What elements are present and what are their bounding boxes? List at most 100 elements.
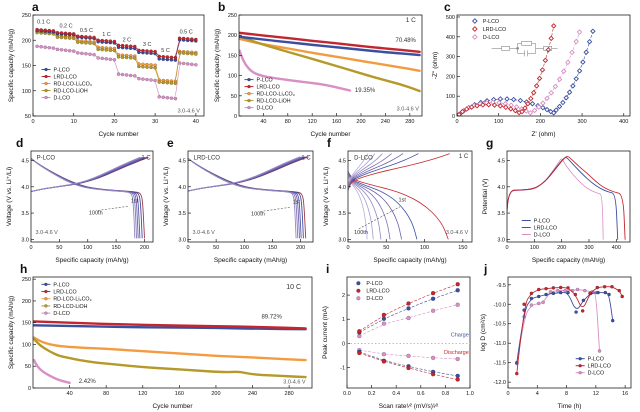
svg-text:-12.0: -12.0 [493,380,506,386]
svg-text:50: 50 [213,245,219,251]
chart-svg-j: 0 4 8 12 16 -9.5 -10.0 -10.5 -11.0 -11.5 -12.0 Time… [480,276,632,410]
svg-text:400: 400 [619,119,628,125]
svg-text:400: 400 [612,245,621,251]
panel-d-chart: 0 50 100 150 200 3.0 3.5 4.0 4.5 Specific capacit… [4,138,161,264]
svg-text:80: 80 [285,119,291,125]
chart-svg-b: 40 80 120 160 200 240 280 0 50 100 150 200 250 Cycle … [214,13,423,138]
svg-text:LRD-LCO: LRD-LCO [588,364,611,370]
svg-text:Cycle number: Cycle number [98,131,139,138]
svg-text:RD-LCO-LiOH: RD-LCO-LiOH [53,304,87,310]
svg-text:log D (cm²/s): log D (cm²/s) [480,314,487,351]
svg-text:0.0: 0.0 [343,391,351,397]
svg-text:50: 50 [25,364,31,370]
svg-text:2: 2 [342,293,345,299]
svg-text:0.5 C: 0.5 C [80,28,93,34]
svg-text:P-LCO: P-LCO [483,19,499,25]
svg-text:0.8: 0.8 [442,391,450,397]
svg-text:100: 100 [240,245,249,251]
panel-j-letter: j [484,262,488,276]
svg-text:1st: 1st [399,197,407,203]
svg-text:280: 280 [405,119,414,125]
svg-text:3.0: 3.0 [338,237,346,243]
panel-e-chart: 0 50 100 150 200 3.0 3.5 4.0 4.5 Specific capacit… [161,138,321,264]
svg-text:LRD-LCO: LRD-LCO [54,75,77,81]
svg-text:P-LCO: P-LCO [54,68,70,74]
svg-text:1 C: 1 C [102,32,111,38]
svg-text:500: 500 [446,15,455,21]
svg-text:P-LCO: P-LCO [534,219,550,225]
svg-text:40: 40 [260,119,266,125]
svg-text:240: 240 [248,391,257,397]
svg-text:3.0-4.6 V: 3.0-4.6 V [397,107,420,113]
svg-text:40: 40 [193,119,199,125]
panel-b: b 40 80 120 160 200 240 280 0 50 100 150 200 250 Cycl… [212,0,430,138]
svg-text:100: 100 [83,245,92,251]
svg-text:-11.0: -11.0 [494,341,506,347]
svg-text:D-LCO: D-LCO [54,96,70,102]
chart-svg-h: 40 80 120 160 200 240 280 0 50 100 150 200 250 Cycle … [8,276,313,410]
svg-text:30: 30 [152,119,158,125]
panel-j: j 0 4 8 12 16 -9.5 -10.0 -10.5 -11.0 -11.5 -12.0 Ti… [478,262,639,410]
panel-i-letter: i [326,262,330,276]
svg-text:Charge: Charge [451,333,469,339]
svg-text:Cycle number: Cycle number [152,403,193,410]
svg-text:160: 160 [332,119,341,125]
svg-text:3.0-4.6 V: 3.0-4.6 V [193,230,216,236]
svg-text:1st: 1st [293,200,301,206]
svg-text:Discharge: Discharge [444,350,469,356]
svg-text:1 C: 1 C [141,155,151,161]
svg-text:10 C: 10 C [286,284,301,291]
svg-text:300: 300 [577,119,586,125]
svg-text:D-LCO: D-LCO [588,371,604,377]
panel-a: a 0 10 20 30 40 50 100 150 200 250 Cycle number Spe… [6,0,212,138]
svg-text:2.42%: 2.42% [79,379,97,385]
svg-text:120: 120 [138,391,147,397]
svg-text:160: 160 [175,391,184,397]
panel-e-letter: e [167,136,174,150]
svg-text:100: 100 [420,245,429,251]
svg-text:-9.5: -9.5 [497,283,506,289]
svg-text:100: 100 [228,74,237,80]
panel-g-chart: 0 100 200 300 400 3.0 3.5 4.0 4.5 Specific capaci… [480,138,638,264]
svg-text:3.5: 3.5 [497,211,505,217]
panel-a-chart: 0 10 20 30 40 50 100 150 200 250 Cycle number Speci… [6,2,212,138]
svg-text:1.0: 1.0 [466,391,474,397]
svg-text:300: 300 [446,55,455,61]
svg-text:4.0: 4.0 [497,185,505,191]
svg-text:3.0: 3.0 [178,237,186,243]
svg-text:0: 0 [455,119,458,125]
svg-text:1 C: 1 C [406,17,416,24]
panel-f: f 0 50 100 150 3.0 3.5 4.0 4.5 Specific capacity… [321,136,480,264]
svg-text:200: 200 [211,391,220,397]
svg-text:4.5: 4.5 [497,158,505,164]
chart-svg-d: 0 50 100 150 200 3.0 3.5 4.0 4.5 Specific capacit… [6,150,154,264]
svg-text:4.0: 4.0 [21,185,29,191]
svg-text:0: 0 [452,114,455,120]
svg-text:1: 1 [342,317,345,323]
svg-text:40: 40 [67,391,73,397]
svg-text:4.5: 4.5 [21,158,29,164]
svg-text:16: 16 [622,391,628,397]
svg-text:100: 100 [22,89,31,95]
svg-text:3.0: 3.0 [21,237,29,243]
svg-text:Peak current (mA): Peak current (mA) [322,306,329,359]
svg-text:D-LCO: D-LCO [53,311,69,317]
svg-text:250: 250 [22,13,31,19]
svg-text:0: 0 [29,245,32,251]
svg-text:RD-LCO-Li₂CO₃: RD-LCO-Li₂CO₃ [53,297,91,303]
panel-j-chart: 0 4 8 12 16 -9.5 -10.0 -10.5 -11.0 -11.5 -12.0 Time… [478,264,639,410]
svg-text:89.72%: 89.72% [261,314,282,320]
svg-text:-1: -1 [340,365,345,371]
svg-text:Specific capacity (mAh/g): Specific capacity (mAh/g) [8,29,15,102]
svg-text:100th: 100th [354,230,368,236]
svg-text:-11.5: -11.5 [494,361,506,367]
panel-g: g 0 100 200 300 400 3.0 3.5 4.0 4.5 Specific capa… [480,136,638,264]
panel-f-letter: f [327,136,331,150]
panel-e: e 0 50 100 150 200 3.0 3.5 4.0 4.5 Specific capac… [161,136,321,264]
svg-text:Specific capacity (mAh/g): Specific capacity (mAh/g) [8,296,15,369]
svg-text:Voltage (V vs. Li⁺/Li): Voltage (V vs. Li⁺/Li) [163,167,170,226]
chart-svg-g: 0 100 200 300 400 3.0 3.5 4.0 4.5 Specific capaci… [482,150,631,264]
svg-text:4.0: 4.0 [338,185,346,191]
panel-d: d 0 50 100 150 200 3.0 3.5 4.0 4.5 Specific capac… [4,136,161,264]
